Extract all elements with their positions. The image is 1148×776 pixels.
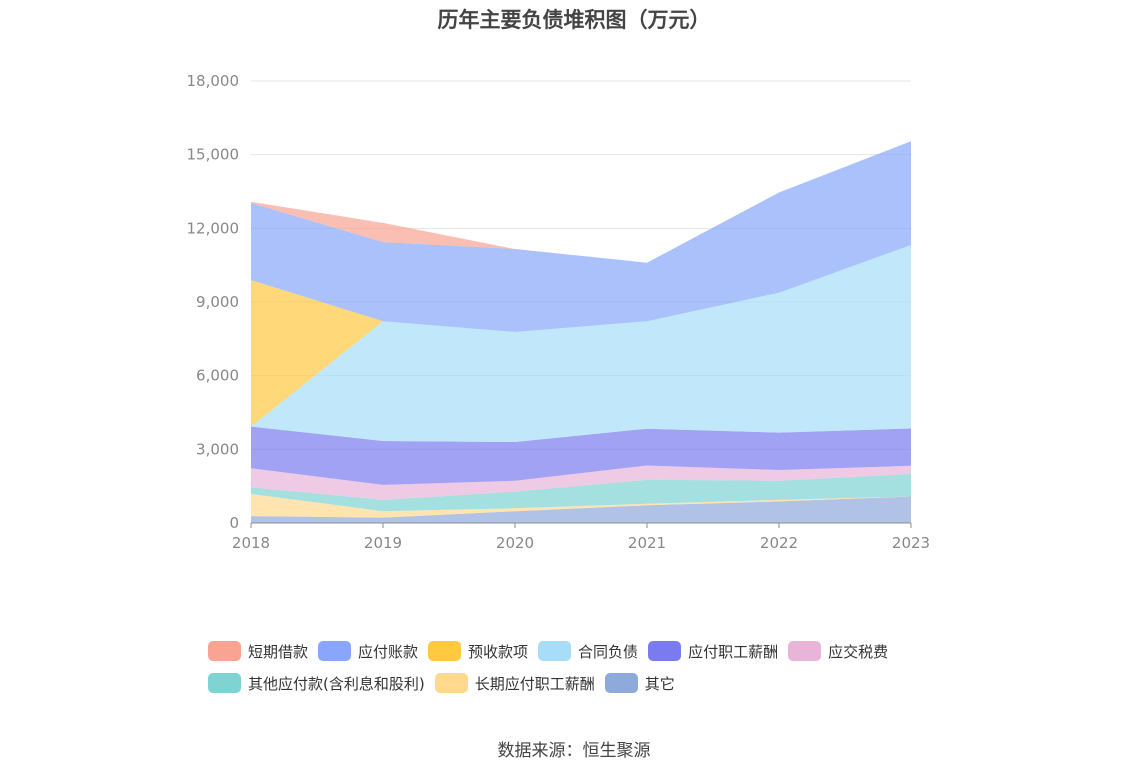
legend-swatch — [318, 641, 352, 661]
legend-item[interactable]: 其他应付款(含利息和股利) — [208, 673, 425, 694]
legend: 短期借款 应付账款 预收款项 合同负债 应付职工薪酬 应交税费 其他应付款(含利息和股利)… — [208, 640, 968, 704]
legend-item[interactable]: 其它 — [604, 673, 675, 694]
x-tick-label: 2023 — [892, 534, 930, 552]
legend-swatch — [788, 641, 822, 661]
legend-item[interactable]: 应交税费 — [788, 641, 888, 662]
y-tick-label: 6,000 — [196, 367, 239, 385]
y-tick-label: 9,000 — [196, 293, 239, 311]
legend-label: 合同负债 — [578, 642, 639, 661]
legend-label: 短期借款 — [248, 642, 309, 661]
x-tick-label: 2021 — [628, 534, 666, 552]
legend-row-2: 其他应付款(含利息和股利) 长期应付职工薪酬 其它 — [208, 672, 968, 694]
legend-label: 应付职工薪酬 — [688, 642, 779, 661]
y-tick-label: 18,000 — [187, 72, 240, 90]
area-series-group — [251, 141, 911, 523]
y-tick-label: 15,000 — [187, 146, 240, 164]
legend-swatch — [428, 641, 462, 661]
legend-swatch — [434, 673, 468, 693]
area-series-其它[interactable] — [251, 496, 911, 524]
legend-item[interactable]: 长期应付职工薪酬 — [434, 673, 595, 694]
legend-item[interactable]: 应付账款 — [318, 641, 418, 662]
x-tick-label: 2020 — [496, 534, 534, 552]
legend-row-1: 短期借款 应付账款 预收款项 合同负债 应付职工薪酬 应交税费 — [208, 640, 968, 662]
legend-item[interactable]: 预收款项 — [428, 641, 528, 662]
area-series-短期借款[interactable] — [251, 141, 911, 263]
legend-item[interactable]: 短期借款 — [208, 641, 308, 662]
data-source-note: 数据来源：恒生聚源 — [497, 741, 651, 761]
legend-swatch — [604, 673, 638, 693]
x-tick-label: 2019 — [364, 534, 402, 552]
area-series-其他应付款(含利息和股利)[interactable] — [251, 473, 911, 512]
legend-swatch — [538, 641, 572, 661]
legend-label: 长期应付职工薪酬 — [474, 674, 595, 693]
legend-label: 预收款项 — [468, 642, 529, 661]
area-series-应付职工薪酬[interactable] — [251, 426, 911, 485]
x-tick-label: 2022 — [760, 534, 798, 552]
area-series-应付账款[interactable] — [251, 141, 911, 332]
legend-swatch — [208, 673, 241, 693]
legend-label: 其它 — [644, 674, 675, 693]
stacked-area-chart: 0 3,000 6,000 9,000 12,000 15,000 18,000 2018 20… — [187, 72, 931, 552]
y-tick-label: 3,000 — [196, 440, 239, 458]
y-tick-label: 0 — [229, 514, 239, 532]
legend-label: 应付账款 — [358, 642, 419, 661]
x-tick-label: 2018 — [232, 534, 270, 552]
legend-item[interactable]: 合同负债 — [538, 641, 638, 662]
legend-label: 应交税费 — [828, 642, 889, 661]
legend-swatch — [648, 641, 682, 661]
area-series-长期应付职工薪酬[interactable] — [251, 494, 911, 518]
y-tick-label: 12,000 — [187, 219, 240, 237]
area-series-合同负债[interactable] — [251, 245, 911, 442]
legend-item[interactable]: 应付职工薪酬 — [648, 641, 778, 662]
legend-swatch — [208, 641, 241, 661]
legend-label: 其他应付款(含利息和股利) — [248, 674, 425, 693]
area-series-应交税费[interactable] — [251, 465, 911, 500]
chart-title: 历年主要负债堆积图（万元） — [437, 8, 711, 32]
